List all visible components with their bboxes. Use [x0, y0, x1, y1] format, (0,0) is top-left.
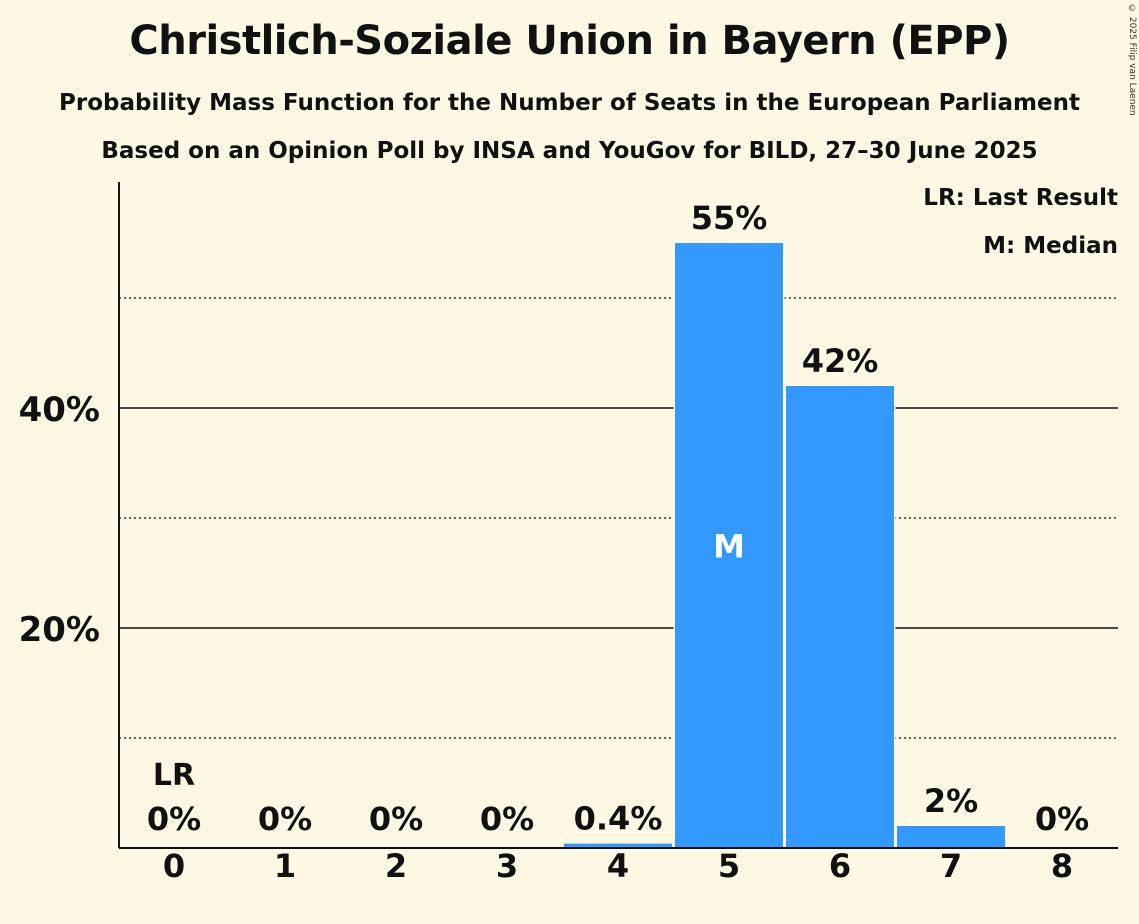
legend-median: M: Median: [983, 233, 1118, 259]
chart-title: Christlich-Soziale Union in Bayern (EPP): [129, 18, 1010, 64]
x-tick-label: 1: [274, 847, 296, 885]
bar: [897, 826, 1005, 848]
value-label: 0%: [369, 800, 423, 838]
bar: [675, 243, 783, 848]
last-result-marker: LR: [153, 758, 195, 793]
value-label: 42%: [802, 342, 879, 380]
value-label: 0.4%: [574, 800, 663, 838]
y-tick-label: 40%: [19, 390, 100, 430]
median-marker: M: [713, 528, 745, 566]
value-label: 0%: [258, 800, 312, 838]
x-tick-label: 3: [496, 847, 518, 885]
x-tick-label: 8: [1051, 847, 1073, 885]
x-tick-label: 0: [163, 847, 185, 885]
copyright-notice: © 2025 Filip van Laenen: [1127, 4, 1137, 116]
value-label: 0%: [480, 800, 534, 838]
x-tick-label: 5: [718, 847, 740, 885]
x-tick-label: 4: [607, 847, 629, 885]
bar: [564, 843, 672, 848]
y-tick-label: 20%: [19, 610, 100, 650]
bar: [786, 386, 894, 848]
x-tick-label: 6: [829, 847, 851, 885]
value-label: 2%: [924, 782, 978, 820]
x-tick-label: 2: [385, 847, 407, 885]
x-tick-label: 7: [940, 847, 962, 885]
value-label: 55%: [691, 199, 768, 237]
chart-subtitle-source: Based on an Opinion Poll by INSA and You…: [101, 138, 1038, 164]
value-label: 0%: [147, 800, 201, 838]
chart-subtitle: Probability Mass Function for the Number…: [59, 90, 1080, 116]
value-label: 0%: [1035, 800, 1089, 838]
legend-last-result: LR: Last Result: [923, 185, 1118, 211]
